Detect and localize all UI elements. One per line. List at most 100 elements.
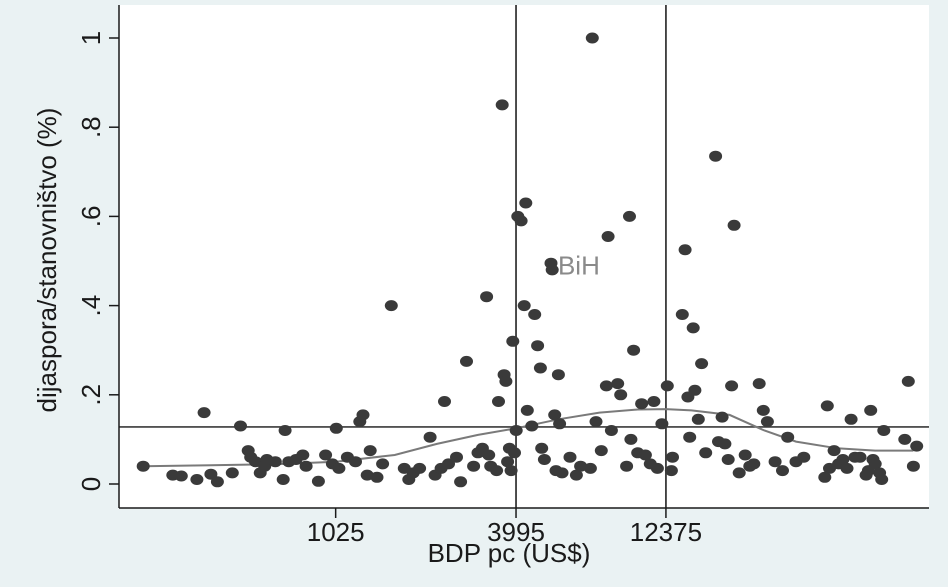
data-point-23: [319, 449, 333, 461]
data-points: [136, 32, 924, 488]
data-point-125: [732, 467, 746, 479]
data-point-91: [601, 231, 615, 242]
data-point-103: [647, 396, 661, 407]
data-point-70: [525, 420, 539, 432]
data-point-78: [548, 409, 562, 421]
data-point-61: [504, 465, 518, 477]
annotations: BiH: [558, 250, 600, 280]
data-point-20: [296, 449, 310, 461]
data-point-157: [906, 460, 920, 472]
data-point-3: [190, 474, 204, 485]
data-point-90: [599, 380, 613, 392]
data-point-151: [868, 458, 882, 470]
data-point-63: [508, 447, 521, 459]
data-point-105: [655, 418, 669, 430]
data-point-52: [482, 449, 496, 461]
data-point-71: [528, 309, 542, 320]
data-point-87: [585, 32, 599, 44]
data-point-43: [438, 396, 451, 407]
data-point-131: [760, 416, 774, 428]
data-point-143: [840, 462, 854, 474]
data-point-123: [725, 380, 739, 392]
data-point-138: [820, 400, 834, 412]
data-point-4: [197, 407, 211, 419]
data-point-45: [450, 451, 463, 463]
data-point-106: [660, 380, 674, 392]
data-point-101: [638, 449, 652, 461]
data-point-64: [509, 425, 523, 436]
data-point-96: [623, 210, 636, 222]
data-point-28: [349, 456, 362, 468]
data-point-140: [827, 445, 841, 457]
data-point-55: [492, 396, 505, 407]
data-point-33: [370, 471, 384, 483]
data-point-129: [752, 378, 766, 390]
data-point-95: [620, 460, 634, 472]
data-point-120: [715, 411, 729, 423]
data-point-128: [747, 458, 761, 470]
data-point-62: [506, 335, 520, 347]
plot-area: [119, 5, 929, 508]
data-point-68: [519, 197, 533, 209]
data-point-133: [776, 465, 789, 477]
x-tick-label-2: 12375: [630, 517, 702, 547]
data-point-146: [853, 451, 867, 463]
data-point-46: [454, 476, 468, 488]
data-point-155: [898, 433, 912, 445]
data-point-77: [545, 264, 559, 276]
data-point-21: [299, 460, 313, 472]
data-point-59: [501, 456, 515, 468]
data-point-97: [624, 433, 638, 445]
x-tick-label-0: 1025: [307, 517, 365, 547]
data-point-113: [686, 322, 700, 334]
y-tick-label-3: .6: [76, 206, 106, 228]
data-point-51: [480, 291, 494, 303]
axes: [118, 5, 929, 509]
data-point-149: [864, 404, 878, 416]
data-point-94: [614, 389, 628, 401]
data-point-82: [555, 467, 569, 479]
data-point-136: [797, 451, 811, 463]
data-point-2: [174, 470, 188, 482]
data-point-58: [499, 375, 513, 387]
x-tick-label-1: 3995: [487, 517, 545, 547]
data-point-89: [594, 445, 608, 457]
data-point-122: [721, 454, 735, 465]
data-point-109: [675, 309, 689, 320]
data-point-25: [329, 422, 343, 434]
data-point-124: [727, 219, 741, 231]
data-point-15: [268, 456, 282, 468]
data-point-153: [875, 474, 889, 485]
data-point-34: [376, 458, 390, 470]
data-point-107: [664, 465, 678, 477]
data-point-54: [490, 465, 504, 477]
data-point-110: [678, 244, 692, 256]
data-point-117: [699, 447, 713, 459]
data-point-83: [563, 451, 577, 463]
data-point-156: [901, 375, 915, 387]
data-point-116: [695, 358, 709, 370]
data-point-132: [768, 456, 782, 468]
data-point-130: [756, 404, 770, 416]
data-point-88: [589, 416, 603, 428]
data-point-137: [818, 471, 832, 483]
data-point-16: [276, 474, 290, 485]
data-point-112: [683, 431, 697, 443]
data-point-98: [627, 344, 641, 356]
data-point-85: [574, 460, 588, 472]
data-point-144: [844, 413, 858, 425]
data-point-93: [611, 378, 625, 390]
data-point-26: [332, 462, 346, 474]
y-tick-label-1: .2: [76, 384, 106, 406]
x-axis-title: BDP pc (US$): [428, 538, 591, 568]
data-point-0: [136, 460, 150, 472]
data-point-56: [495, 99, 509, 111]
data-point-66: [514, 215, 528, 227]
y-tick-label-2: .4: [76, 295, 106, 317]
data-point-81: [553, 418, 567, 430]
data-point-40: [423, 431, 437, 443]
data-point-17: [278, 425, 292, 436]
data-point-47: [460, 355, 473, 367]
y-axis-title: dijaspora/stanovništvo (%): [32, 108, 62, 413]
data-point-30: [356, 409, 370, 421]
